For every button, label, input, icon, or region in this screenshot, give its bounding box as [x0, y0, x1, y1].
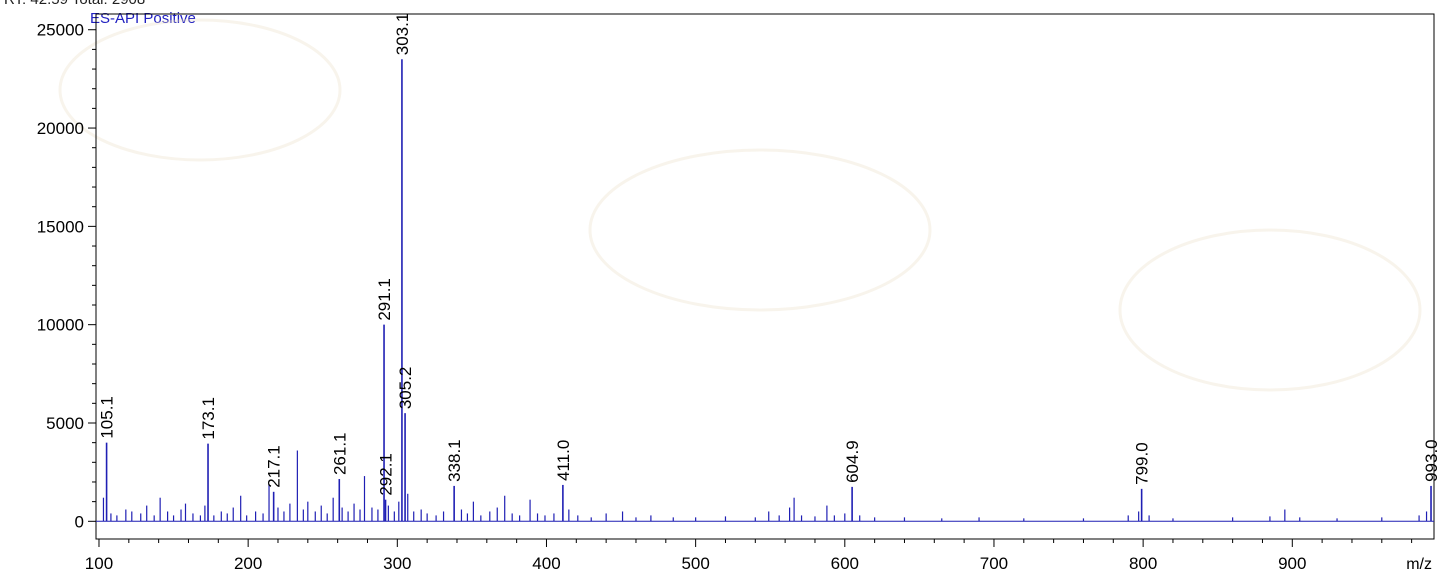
- peak-label: 604.9: [843, 440, 862, 483]
- x-tick-label: 700: [980, 554, 1008, 573]
- minor-peak-series: [102, 450, 1428, 522]
- x-tick-label: 100: [85, 554, 113, 573]
- header-info-cut: RT: 42.59 Total: 2908: [4, 0, 145, 8]
- peak-label: 173.1: [199, 397, 218, 440]
- y-axis: 0 5000 10000 15000 20000 25000: [37, 21, 96, 531]
- x-axis-label: m/z: [1406, 556, 1432, 573]
- y-tick-label: 25000: [37, 21, 84, 40]
- plot-frame: [95, 13, 1435, 540]
- peak-label: 261.1: [330, 432, 349, 475]
- peak-labels: 105.1 173.1 217.1 261.1 291.1 292.1 303.1 305.2…: [98, 13, 1441, 496]
- peak-label: 338.1: [445, 439, 464, 482]
- x-tick-label: 800: [1129, 554, 1157, 573]
- chemscene-watermark: [58, 18, 1422, 392]
- peak-label: 799.0: [1133, 442, 1152, 485]
- y-tick-label: 20000: [37, 119, 84, 138]
- peak-label: 105.1: [98, 396, 117, 439]
- x-tick-label: 400: [532, 554, 560, 573]
- peak-label: 291.1: [375, 278, 394, 321]
- y-tick-label: 5000: [46, 414, 84, 433]
- peak-label: 217.1: [265, 445, 284, 488]
- peak-label: 993.0: [1422, 439, 1441, 482]
- peak-label: 303.1: [393, 13, 412, 56]
- x-tick-label: 600: [831, 554, 859, 573]
- x-tick-label: 300: [383, 554, 411, 573]
- peak-label: 411.0: [554, 440, 573, 481]
- x-tick-label: 500: [681, 554, 709, 573]
- x-axis: 100 200 300 400 500 600 700 800 900 m/z: [85, 520, 1434, 573]
- x-tick-label: 200: [234, 554, 262, 573]
- y-tick-label: 0: [75, 512, 84, 531]
- y-tick-label: 10000: [37, 316, 84, 335]
- y-tick-label: 15000: [37, 217, 84, 236]
- peak-label: 305.2: [396, 367, 415, 410]
- x-tick-label: 900: [1278, 554, 1306, 573]
- labeled-peak-series: [105, 59, 1432, 522]
- peak-label: 292.1: [377, 453, 396, 496]
